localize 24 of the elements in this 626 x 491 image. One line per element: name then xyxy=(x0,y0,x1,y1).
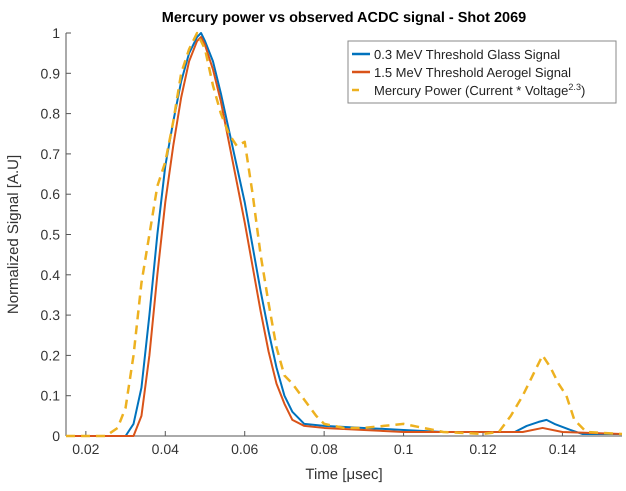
y-tick-label: 0.5 xyxy=(40,226,60,242)
y-tick-label: 0.9 xyxy=(40,65,60,82)
y-axis-title: Normalized Signal [A.U] xyxy=(5,154,22,314)
x-tick-label: 0.1 xyxy=(394,441,414,457)
y-tick-label: 0.3 xyxy=(40,307,60,324)
legend-label: 0.3 MeV Threshold Glass Signal xyxy=(374,47,560,62)
y-tick-label: 0.7 xyxy=(40,146,60,162)
x-tick-label: 0.12 xyxy=(469,441,497,457)
x-tick-label: 0.02 xyxy=(72,441,100,457)
legend-label: Mercury Power (Current * Voltage$^{2.3}$) xyxy=(374,82,586,98)
x-axis-title: Time [μsec] xyxy=(305,466,383,483)
x-tick-label: 0.04 xyxy=(152,441,180,457)
y-tick-label: 0.8 xyxy=(40,106,60,122)
y-tick-label: 0.4 xyxy=(40,266,60,283)
x-tick-label: 0.08 xyxy=(310,441,338,457)
y-tick-label: 1 xyxy=(52,25,60,41)
x-tick-label: 0.14 xyxy=(548,441,576,457)
y-tick-label: 0 xyxy=(52,428,60,444)
legend-label: 1.5 MeV Threshold Aerogel Signal xyxy=(374,65,572,80)
chart-title: Mercury power vs observed ACDC signal - Shot 2069 xyxy=(162,10,526,26)
y-tick-label: 0.6 xyxy=(40,186,60,202)
x-tick-label: 0.06 xyxy=(231,441,259,457)
y-tick-label: 0.1 xyxy=(40,388,60,404)
y-tick-label: 0.2 xyxy=(40,347,60,364)
